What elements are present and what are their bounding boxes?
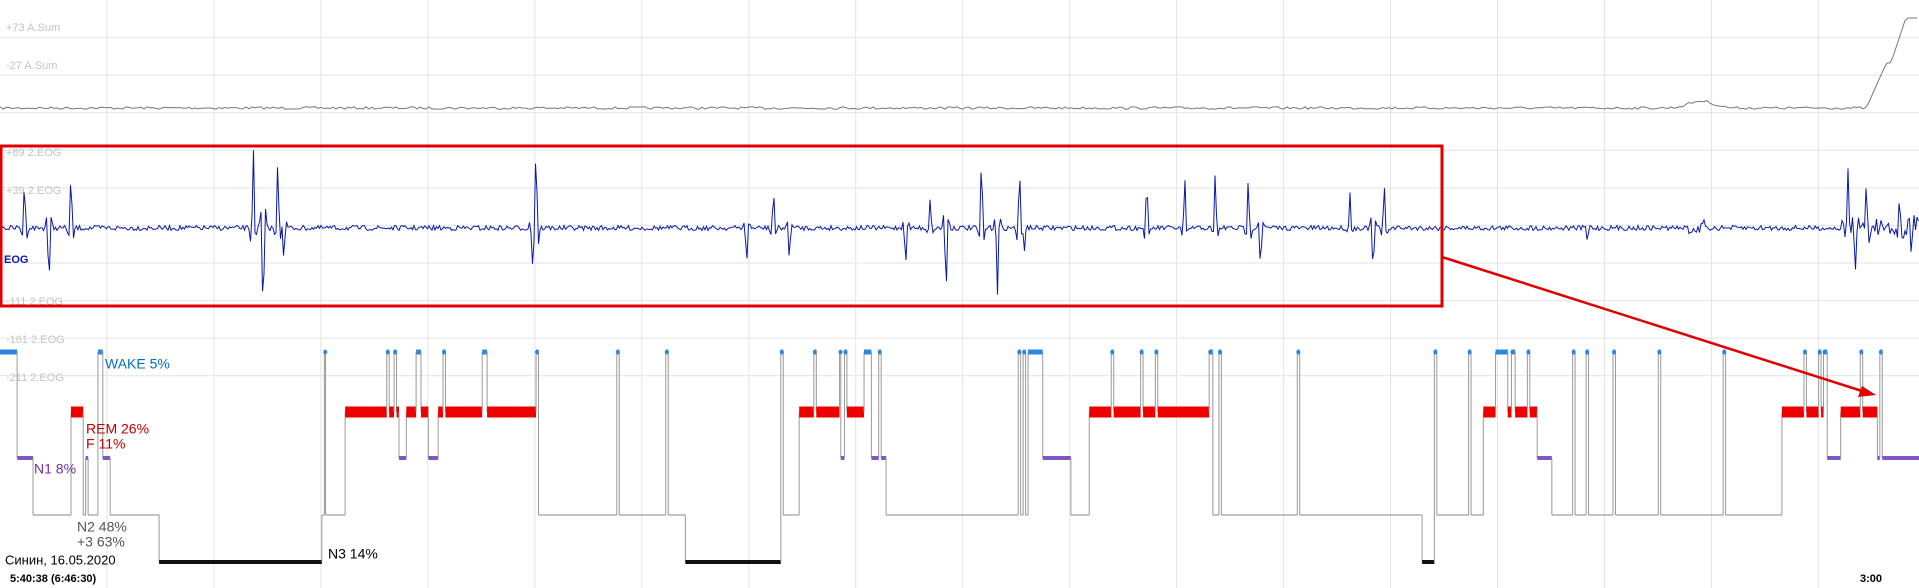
wake-dot [535, 350, 540, 354]
wake-dot [664, 350, 669, 354]
wake-dot [1208, 350, 1213, 354]
wake-dot [1526, 350, 1531, 354]
axis-label: -211 2.EOG [6, 372, 64, 384]
eog-trace [0, 150, 1919, 295]
wake-dot [877, 350, 882, 354]
wake-dot [1722, 350, 1727, 354]
axis-label: +39 2.EOG [6, 185, 61, 197]
plus3-label: +3 63% [77, 534, 125, 550]
wake-dot [1571, 350, 1576, 354]
wake-dot [323, 350, 328, 354]
wake-dot [1110, 350, 1115, 354]
wake-dot [838, 350, 843, 354]
wake-dot [779, 350, 784, 354]
start-time: 5:40:38 (6:46:30) [10, 573, 97, 585]
axis-label: +73 A.Sum [6, 22, 60, 34]
time-mark: 3:00 [1860, 573, 1882, 585]
wake-dot [1817, 350, 1822, 354]
wake-dot [1802, 350, 1807, 354]
wake-dot [1822, 350, 1827, 354]
asum-trace [0, 17, 1917, 110]
wake-dot [1154, 350, 1159, 354]
patient-label: Синин, 16.05.2020 [5, 552, 116, 567]
wake-dot [615, 350, 620, 354]
n3-label: N3 14% [328, 546, 378, 562]
axis-label: -161 2.EOG [6, 334, 65, 346]
wake-dot [393, 350, 398, 354]
highlight-box [0, 144, 1444, 308]
wake-dot [1878, 350, 1883, 354]
wake-dot [1296, 350, 1301, 354]
axis-labels: +73 A.Sum-27 A.Sum+89 2.EOG+39 2.EOG-111… [6, 22, 65, 384]
arrow-head [1858, 386, 1876, 397]
wake-dot [843, 350, 848, 354]
arrow-line [1441, 255, 1863, 393]
wake-dot [1585, 350, 1590, 354]
wake-dot [1433, 350, 1438, 354]
wake-dot [385, 350, 390, 354]
wake-dot [1017, 350, 1022, 354]
hypnogram [0, 349, 1919, 564]
wake-dot [1612, 350, 1617, 354]
wake-dot [1217, 350, 1222, 354]
f-label: F 11% [86, 436, 125, 452]
wake-dot [1859, 350, 1864, 354]
rem-label: REM 26% [86, 421, 149, 437]
wake-dot [1467, 350, 1472, 354]
wake-dot [1139, 350, 1144, 354]
wake-dot [442, 350, 447, 354]
n1-label: N1 8% [34, 461, 76, 477]
wake-dot [1510, 350, 1515, 354]
channel-label: EOG [4, 254, 28, 266]
wake-dot [1022, 350, 1027, 354]
wake-dot [812, 350, 817, 354]
axis-label: -27 A.Sum [6, 60, 57, 72]
wake-label: WAKE 5% [105, 356, 170, 372]
n2-label: N2 48% [77, 519, 127, 535]
axis-label: +89 2.EOG [6, 147, 61, 159]
wake-dot [1657, 350, 1662, 354]
